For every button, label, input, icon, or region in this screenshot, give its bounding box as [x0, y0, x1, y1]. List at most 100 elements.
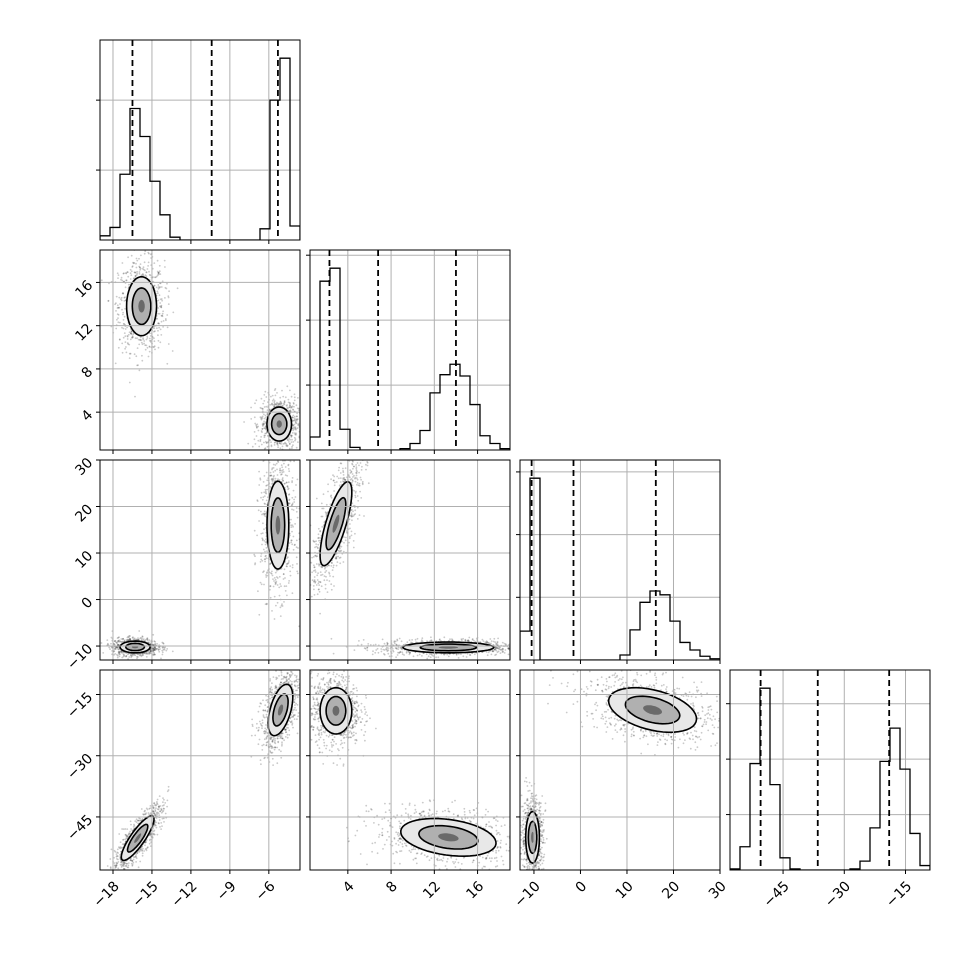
sample-point: [120, 863, 123, 866]
sample-point: [152, 648, 155, 651]
sample-point: [283, 457, 285, 459]
sample-point: [295, 539, 298, 542]
sample-point: [263, 413, 265, 416]
sample-point: [303, 437, 305, 439]
sample-point: [153, 802, 155, 805]
sample-point: [159, 826, 161, 828]
sample-point: [114, 644, 116, 646]
sample-point: [290, 407, 292, 409]
sample-point: [282, 402, 285, 405]
sample-point: [261, 532, 264, 534]
sample-point: [263, 427, 266, 430]
sample-point: [292, 424, 294, 427]
sample-point: [269, 588, 271, 591]
sample-point: [288, 542, 291, 544]
sample-point: [290, 684, 293, 686]
sample-point: [291, 406, 293, 409]
histogram-panel-1: [306, 249, 511, 454]
sample-point: [273, 402, 276, 405]
sample-point: [260, 443, 263, 446]
sample-point: [152, 654, 155, 657]
sample-point: [142, 337, 144, 339]
sample-point: [121, 656, 124, 659]
sample-point: [271, 402, 273, 405]
sample-point: [116, 863, 118, 865]
sample-point: [287, 407, 289, 410]
sample-point: [120, 650, 123, 653]
sample-point: [262, 512, 265, 515]
sample-point: [120, 278, 122, 281]
sample-point: [163, 648, 166, 651]
sample-point: [298, 686, 300, 689]
sample-point: [277, 403, 280, 406]
sample-point: [136, 852, 139, 854]
sample-point: [276, 468, 278, 471]
sample-point: [122, 323, 125, 325]
sample-point: [281, 466, 284, 469]
sample-point: [134, 856, 136, 858]
sample-point: [124, 347, 126, 350]
sample-point: [297, 547, 299, 549]
sample-point: [117, 858, 119, 861]
sample-point: [293, 460, 295, 463]
sample-point: [165, 649, 168, 652]
sample-point: [273, 741, 276, 744]
sample-point: [149, 650, 151, 653]
sample-point: [272, 463, 275, 466]
sample-point: [171, 650, 174, 653]
sample-point: [121, 871, 123, 873]
sample-point: [243, 421, 246, 423]
sample-point: [118, 653, 120, 656]
sample-point: [115, 864, 118, 866]
sample-point: [109, 866, 112, 869]
sample-point: [166, 314, 169, 316]
sample-point: [284, 396, 287, 399]
density-contour: [134, 833, 142, 843]
sample-point: [153, 648, 156, 651]
sample-point: [133, 638, 136, 641]
sample-point: [275, 686, 278, 689]
sample-point: [292, 408, 294, 411]
sample-point: [266, 409, 269, 411]
sample-point: [293, 432, 296, 434]
sample-point: [121, 843, 124, 846]
sample-point: [157, 322, 160, 325]
sample-point: [134, 274, 137, 277]
sample-point: [145, 652, 148, 654]
sample-point: [283, 401, 286, 404]
sample-point: [259, 416, 262, 419]
sample-point: [292, 489, 295, 492]
sample-point: [153, 640, 156, 643]
sample-point: [144, 848, 147, 850]
sample-point: [271, 574, 274, 577]
sample-point: [157, 648, 160, 651]
sample-point: [139, 269, 142, 271]
sample-point: [149, 807, 152, 809]
sample-point: [153, 811, 155, 813]
sample-point: [152, 647, 155, 650]
sample-point: [166, 805, 169, 808]
sample-point: [120, 299, 123, 302]
sample-point: [304, 582, 306, 584]
sample-point: [131, 265, 134, 267]
sample-point: [271, 688, 274, 691]
sample-point: [135, 638, 138, 641]
sample-point: [148, 346, 151, 348]
sample-point: [279, 403, 282, 406]
sample-point: [158, 294, 161, 297]
sample-point: [136, 259, 139, 262]
sample-point: [128, 381, 131, 384]
sample-point: [119, 651, 122, 653]
sample-point: [278, 455, 280, 457]
sample-point: [288, 437, 290, 440]
sample-point: [288, 443, 291, 445]
sample-point: [278, 403, 281, 405]
sample-point: [117, 307, 120, 309]
sample-point: [157, 272, 160, 275]
sample-point: [296, 732, 299, 735]
sample-point: [269, 738, 271, 740]
sample-point: [117, 639, 120, 642]
sample-point: [274, 405, 276, 408]
sample-point: [266, 602, 268, 605]
sample-point: [290, 721, 292, 724]
